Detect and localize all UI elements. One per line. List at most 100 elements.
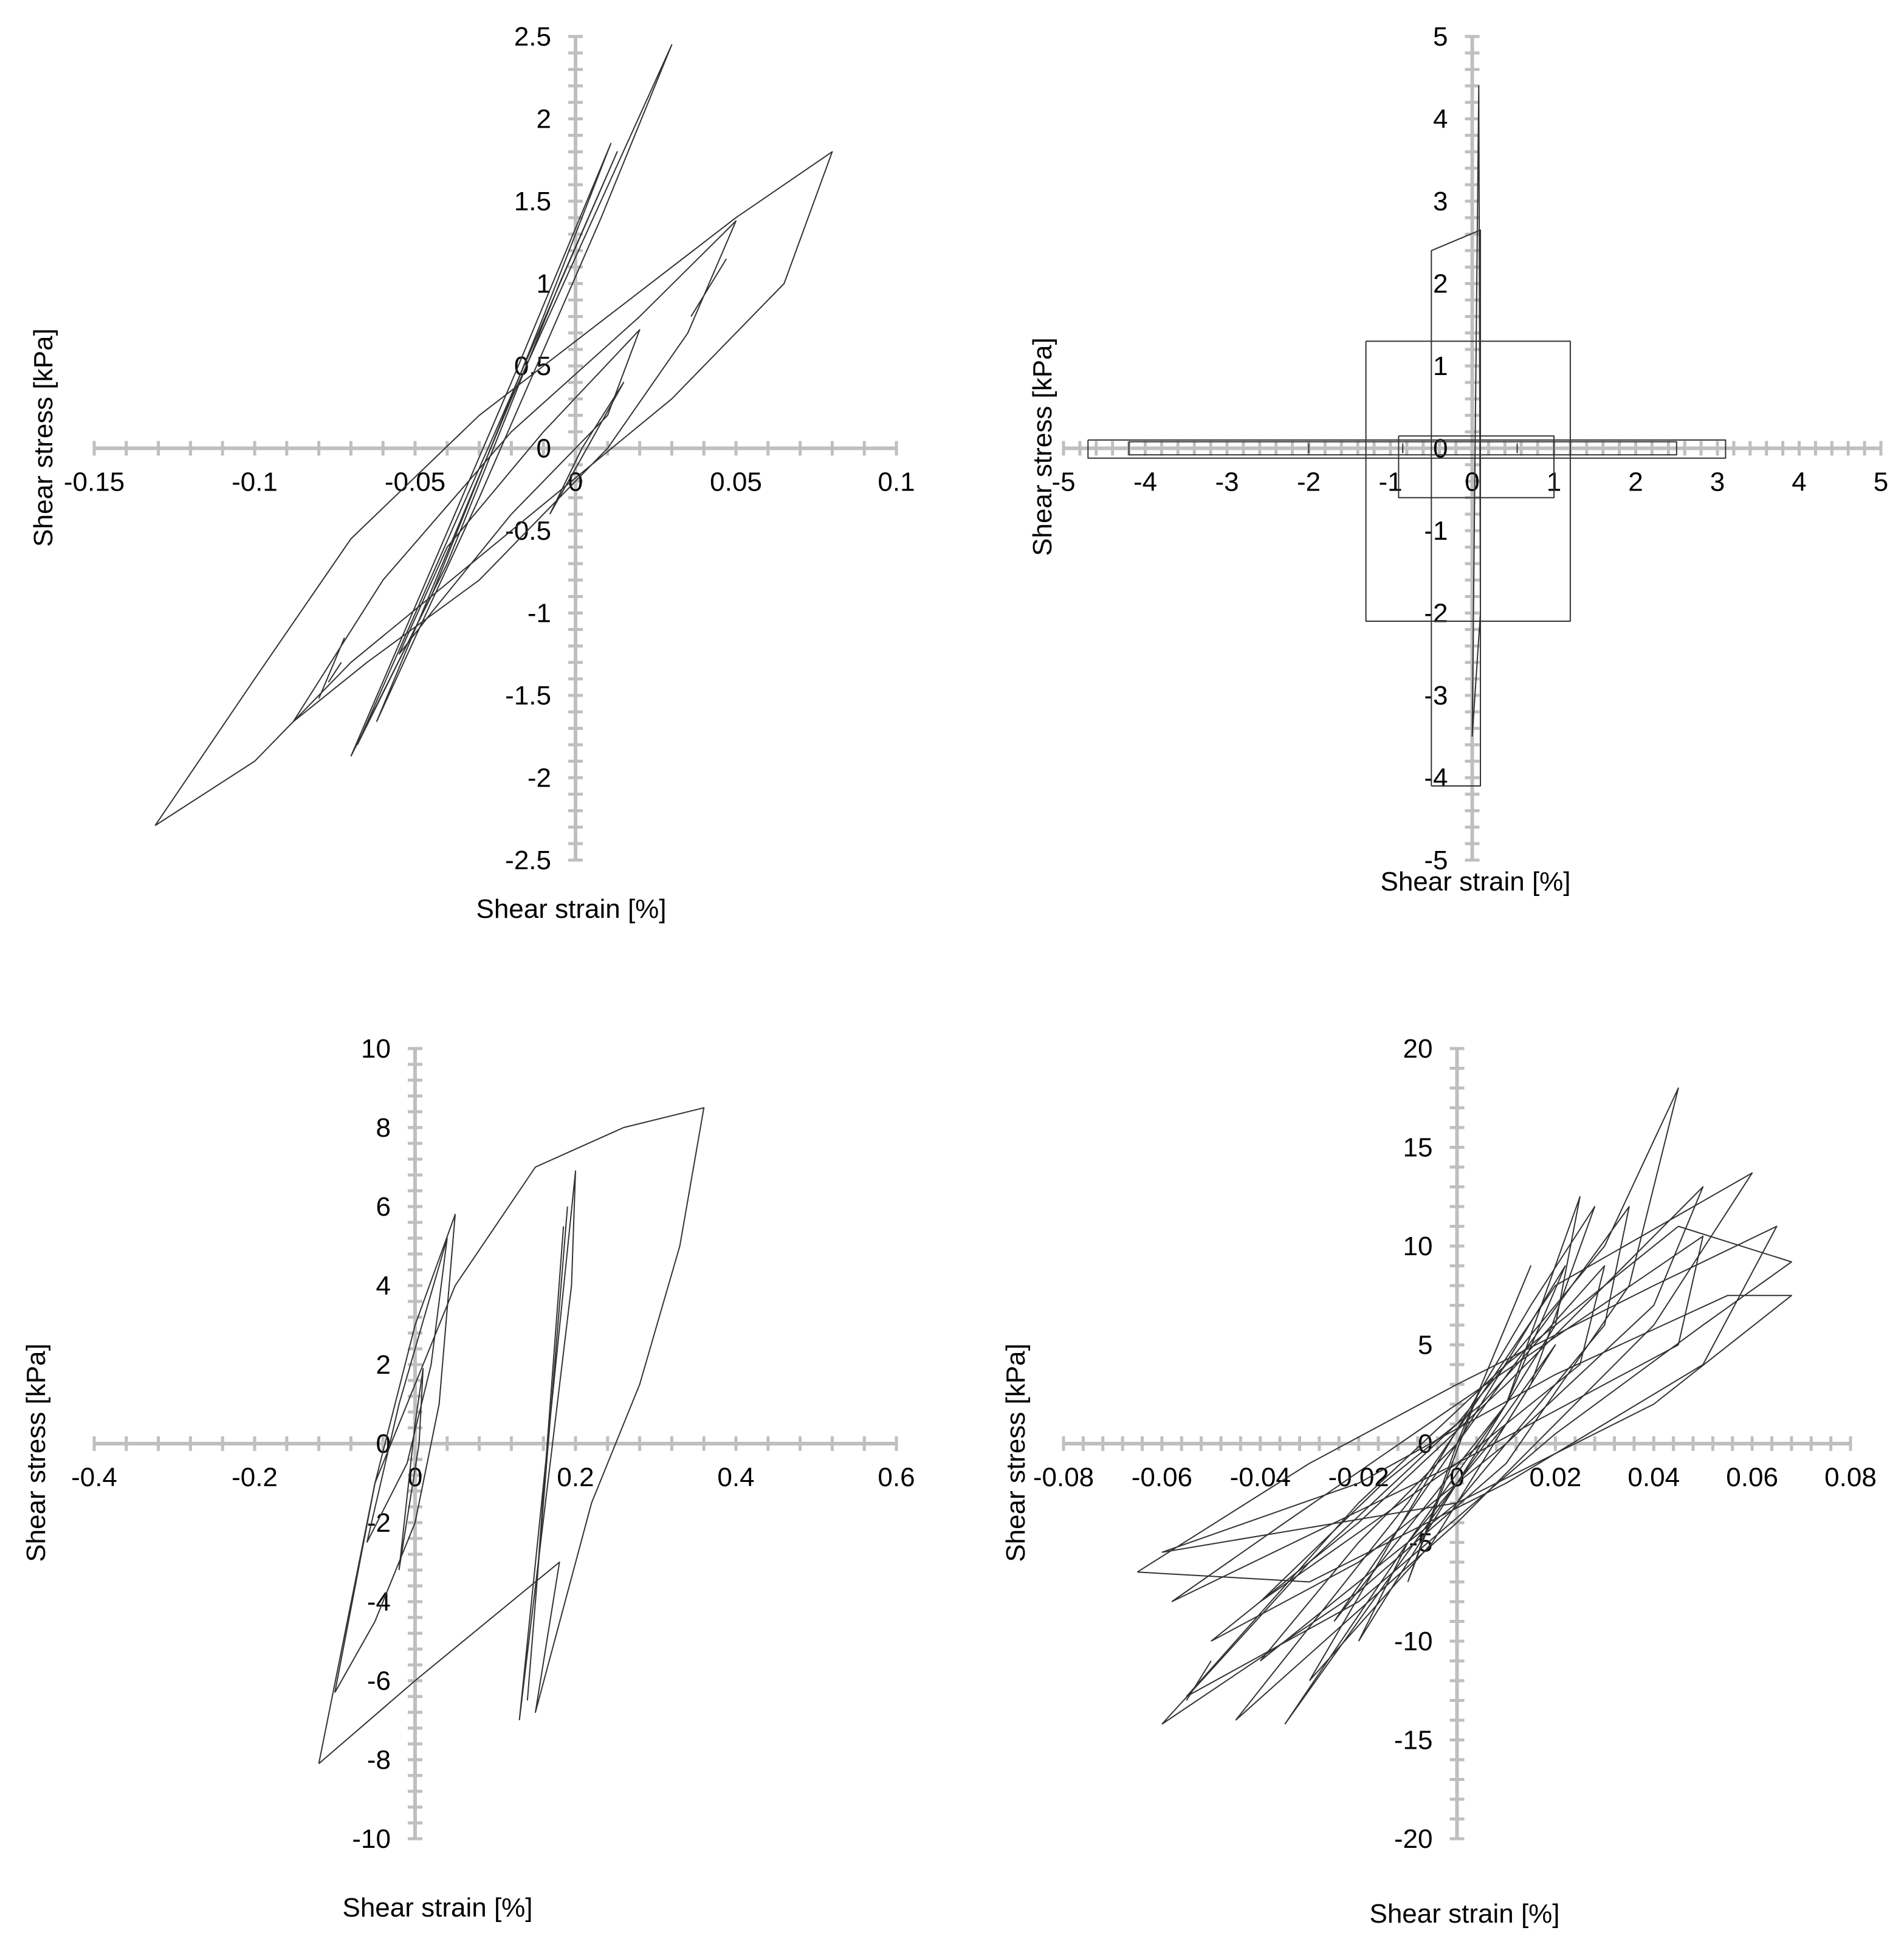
series-line	[1260, 1206, 1630, 1662]
series-line	[1407, 1265, 1531, 1582]
y-tick-label: 6	[376, 1192, 391, 1222]
y-tick-label: 4	[1433, 105, 1448, 134]
series-line	[1087, 439, 1727, 459]
x-tick-label: -3	[1215, 467, 1239, 497]
series-line	[154, 151, 833, 826]
y-axis-title: Shear stress [kPa]	[21, 1343, 51, 1562]
series-line	[1365, 340, 1571, 622]
y-tick-label: -4	[1424, 763, 1448, 793]
x-tick-label: 0	[1465, 467, 1479, 497]
y-tick-label: -2	[367, 1508, 391, 1538]
series-line	[1128, 441, 1677, 456]
series-line	[526, 1206, 568, 1701]
tick-labels: -0.15 -0.1 -0.05 0 0.05 0.1-2.5-2-1.5-1-0.500…	[64, 22, 915, 875]
y-axis-title: Shear stress [kPa]	[1001, 1343, 1031, 1562]
series-line	[1161, 1295, 1792, 1553]
series-line	[1398, 435, 1555, 498]
x-tick-label: 0.6	[878, 1462, 915, 1492]
series-line	[549, 382, 625, 515]
series-line	[366, 1238, 448, 1543]
y-tick-label: 10	[361, 1034, 391, 1064]
x-axis-title: Shear strain [%]	[1369, 1899, 1559, 1929]
series-line	[1308, 1206, 1596, 1681]
axes	[92, 1047, 898, 1841]
y-tick-label: -2	[528, 763, 551, 793]
data-series	[154, 44, 833, 826]
x-tick-label: 0.02	[1530, 1462, 1582, 1492]
y-tick-label: -20	[1394, 1824, 1433, 1854]
y-tick-label: 0	[537, 434, 551, 464]
y-tick-label: -2.5	[505, 846, 551, 875]
x-tick-label: -0.06	[1132, 1462, 1192, 1492]
tick-labels: -0.08 -0.06 -0.04 -0.02 0 0.02 0.04 0.06 0.08-20…	[1033, 1034, 1877, 1854]
chart-top-left: Shear strain [%] Shear stress [kPa] -0.1…	[29, 22, 915, 924]
x-tick-label: 5	[1874, 467, 1888, 497]
x-tick-label: -0.15	[64, 467, 125, 497]
x-tick-label: 2	[1628, 467, 1643, 497]
y-tick-label: -0.5	[505, 516, 551, 546]
x-tick-label: -5	[1051, 467, 1075, 497]
series-line	[1471, 85, 1481, 737]
x-tick-label: 3	[1710, 467, 1725, 497]
series-line	[1186, 1225, 1792, 1697]
y-tick-label: 8	[376, 1113, 391, 1143]
series-line	[376, 44, 673, 722]
y-tick-label: -6	[367, 1666, 391, 1696]
x-tick-label: -0.2	[232, 1462, 278, 1492]
series-line	[1161, 1087, 1679, 1725]
series-line	[398, 1368, 424, 1571]
x-tick-label: -0.1	[232, 467, 278, 497]
x-axis-title: Shear strain [%]	[342, 1893, 532, 1923]
chart-top-right: Shear strain [%] Shear stress [kPa] -5 -4…	[1028, 22, 1888, 897]
y-tick-label: 3	[1433, 187, 1448, 216]
series-line	[690, 258, 727, 317]
y-tick-label: 1	[537, 269, 551, 299]
chart-bottom-right: Shear strain [%] Shear stress [kPa] -0.0…	[1001, 1034, 1877, 1929]
y-tick-label: 0	[1433, 434, 1448, 464]
data-series	[1087, 85, 1727, 787]
axes	[92, 35, 898, 862]
y-tick-label: 4	[376, 1271, 391, 1301]
x-tick-label: -0.05	[385, 467, 445, 497]
y-tick-label: -15	[1394, 1726, 1433, 1755]
y-tick-label: 0	[376, 1429, 391, 1459]
x-tick-label: -4	[1133, 467, 1157, 497]
series-line	[1358, 1344, 1556, 1642]
y-tick-label: -10	[1394, 1627, 1433, 1656]
y-tick-label: -2	[1424, 599, 1448, 629]
x-tick-label: 0.2	[557, 1462, 594, 1492]
y-tick-label: 1	[1433, 351, 1448, 381]
chart-bottom-left: Shear strain [%] Shear stress [kPa] -0.4…	[21, 1034, 915, 1923]
x-tick-label: 0.4	[717, 1462, 754, 1492]
x-tick-label: 0.1	[878, 467, 915, 497]
x-tick-label: 0.08	[1824, 1462, 1877, 1492]
x-tick-label: -2	[1297, 467, 1321, 497]
y-tick-label: 2	[537, 105, 551, 134]
y-tick-label: 5	[1418, 1331, 1432, 1360]
y-axis-title: Shear stress [kPa]	[29, 328, 58, 546]
y-tick-label: -10	[352, 1824, 391, 1854]
x-axis-title: Shear strain [%]	[476, 894, 666, 924]
series-line	[1333, 1265, 1566, 1622]
x-tick-label: 0.04	[1627, 1462, 1680, 1492]
y-tick-label: 15	[1403, 1133, 1433, 1163]
x-tick-label: 4	[1792, 467, 1806, 497]
y-tick-label: 2	[376, 1350, 391, 1380]
y-tick-label: 10	[1403, 1231, 1433, 1261]
x-tick-label: -0.04	[1230, 1462, 1291, 1492]
x-tick-label: -0.4	[71, 1462, 117, 1492]
data-series	[318, 1107, 705, 1765]
series-line	[328, 662, 342, 683]
y-tick-label: 20	[1403, 1034, 1433, 1064]
x-axis-title: Shear strain [%]	[1380, 867, 1570, 897]
series-line	[398, 329, 641, 655]
y-tick-label: -5	[1424, 846, 1448, 875]
data-series	[1136, 1087, 1792, 1725]
series-line	[357, 151, 618, 745]
series-line	[334, 1214, 456, 1693]
x-tick-label: 0.05	[710, 467, 762, 497]
series-line	[318, 1107, 705, 1765]
y-tick-label: 5	[1433, 22, 1448, 52]
series-line	[318, 637, 345, 699]
